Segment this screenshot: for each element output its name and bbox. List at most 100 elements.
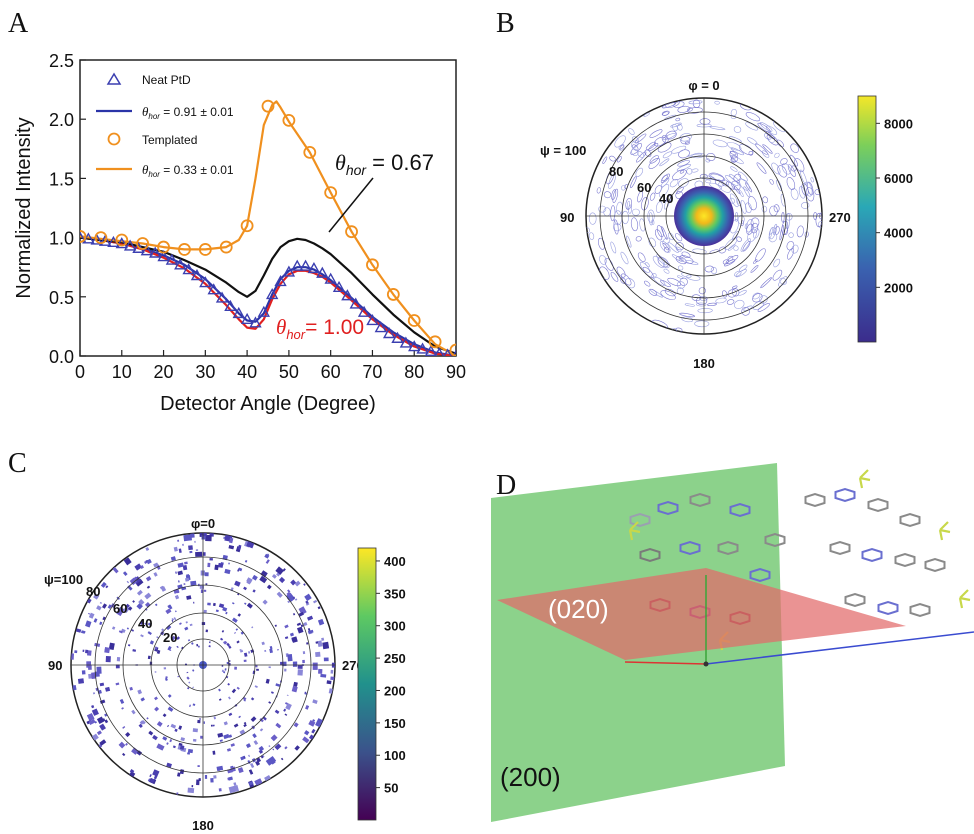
- data-point: [115, 237, 128, 249]
- contour-blob: [732, 231, 739, 241]
- contour-blob: [740, 238, 751, 252]
- contour-blob: [655, 201, 663, 214]
- intensity-blob: [243, 699, 246, 702]
- intensity-blob: [177, 675, 180, 678]
- intensity-blob: [302, 736, 310, 744]
- contour-blob: [653, 276, 666, 286]
- fluorine-group: [858, 469, 871, 489]
- intensity-blob: [126, 627, 129, 630]
- contour-blob: [746, 223, 754, 235]
- data-point: [345, 225, 358, 239]
- contour-blob: [672, 123, 678, 132]
- intensity-blob: [250, 763, 255, 769]
- intensity-blob: [154, 671, 157, 673]
- contour-blob: [738, 264, 748, 272]
- intensity-blob: [154, 646, 158, 650]
- data-point: [123, 239, 137, 251]
- intensity-blob: [239, 729, 246, 735]
- plane-020: [497, 568, 906, 660]
- intensity-blob: [269, 648, 273, 654]
- contour-blob: [730, 114, 736, 120]
- molecule-ring: [924, 557, 946, 573]
- contour-blob: [661, 134, 669, 143]
- contour-blob: [679, 133, 692, 142]
- data-point: [424, 344, 438, 356]
- y-tick-label: 2.5: [49, 51, 74, 71]
- contour-blob: [712, 139, 728, 148]
- contour-blob: [747, 196, 757, 211]
- intensity-blob: [169, 739, 173, 743]
- colorbar: [857, 95, 877, 343]
- contour-blob: [628, 204, 632, 214]
- intensity-blob: [183, 583, 186, 586]
- contour-blob: [706, 152, 716, 162]
- intensity-blob: [154, 777, 157, 780]
- intensity-blob: [277, 649, 279, 651]
- contour-blob: [774, 152, 780, 158]
- data-point: [140, 244, 154, 256]
- contour-blob: [752, 300, 765, 310]
- molecule-ring: [717, 540, 739, 556]
- contour-blob: [725, 175, 739, 186]
- intensity-blob: [85, 649, 89, 654]
- intensity-blob: [305, 600, 309, 605]
- intensity-blob: [216, 765, 224, 771]
- molecule-ring: [639, 547, 661, 563]
- intensity-blob: [253, 740, 259, 746]
- contour-blob: [664, 288, 676, 297]
- intensity-blob: [125, 731, 131, 738]
- intensity-blob: [165, 608, 172, 615]
- intensity-blob: [224, 568, 231, 575]
- intensity-blob: [304, 730, 310, 736]
- intensity-blob: [226, 642, 230, 647]
- intensity-blob: [291, 685, 298, 693]
- colorbar-tick-label: 50: [384, 781, 398, 796]
- contour-blob: [731, 180, 741, 191]
- intensity-blob: [308, 719, 316, 727]
- axis-b-line: [705, 631, 974, 665]
- intensity-blob: [197, 645, 200, 648]
- intensity-blob: [247, 760, 251, 764]
- data-point: [349, 297, 362, 309]
- data-point: [232, 306, 245, 319]
- intensity-blob: [204, 774, 208, 779]
- intensity-blob: [82, 649, 85, 652]
- contour-blob: [730, 166, 738, 172]
- intensity-blob: [230, 743, 235, 747]
- intensity-blob: [75, 628, 82, 633]
- intensity-blob: [99, 739, 107, 746]
- intensity-blob: [222, 606, 228, 612]
- contour-blob: [654, 185, 662, 194]
- intensity-blob: [293, 722, 299, 728]
- intensity-blob: [148, 730, 154, 736]
- intensity-blob: [290, 579, 297, 586]
- intensity-blob: [145, 547, 150, 552]
- intensity-blob: [136, 589, 143, 596]
- intensity-blob: [201, 622, 206, 625]
- contour-blob: [747, 228, 757, 243]
- contour-blob: [773, 204, 780, 213]
- contour-blob: [731, 155, 738, 163]
- polar-top-label: φ = 0: [688, 78, 719, 93]
- contour-blob: [705, 179, 712, 184]
- intensity-blob: [228, 776, 233, 781]
- intensity-blob: [156, 721, 163, 727]
- data-point: [291, 259, 304, 271]
- intensity-blob: [137, 689, 143, 695]
- intensity-blob: [305, 705, 310, 710]
- contour-blob: [757, 303, 770, 312]
- intensity-blob: [144, 592, 152, 600]
- contour-blob: [661, 102, 676, 109]
- contour-blob: [685, 260, 699, 265]
- contour-blob: [726, 141, 742, 151]
- contour-blob: [734, 270, 742, 277]
- intensity-blob: [156, 649, 161, 655]
- intensity-blob: [244, 602, 247, 605]
- colorbar-tick-label: 100: [384, 748, 406, 763]
- data-point: [219, 240, 233, 254]
- intensity-blob: [146, 717, 149, 720]
- intensity-blob: [160, 586, 167, 592]
- series-line: [80, 236, 456, 355]
- contour-blob: [799, 169, 808, 185]
- intensity-blob: [265, 678, 270, 684]
